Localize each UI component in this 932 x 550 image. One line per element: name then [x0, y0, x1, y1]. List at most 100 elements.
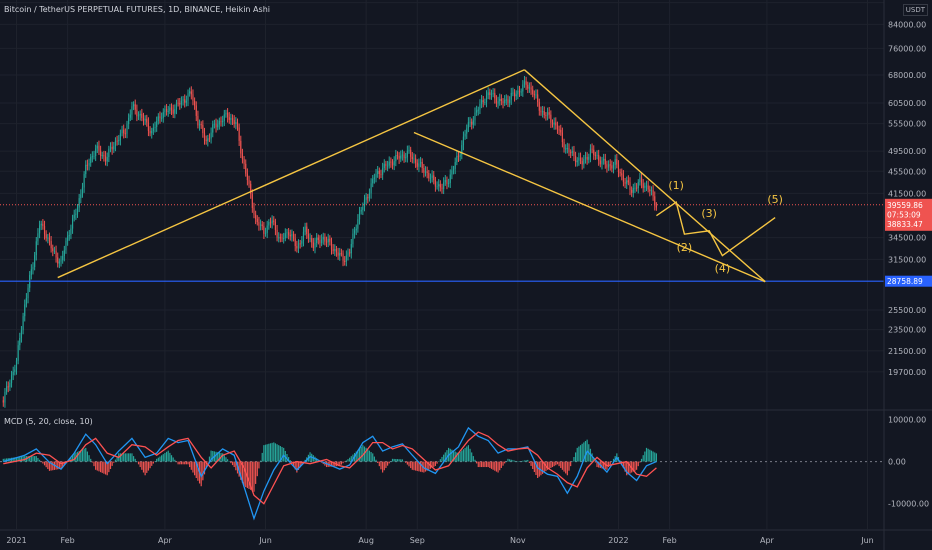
- indicator-legend[interactable]: MCD (5, 20, close, 10): [4, 417, 93, 426]
- candle-body: [358, 211, 361, 220]
- price-tick-label: 25500.00: [888, 306, 926, 315]
- macd-histogram-bar: [490, 461, 493, 469]
- macd-histogram-bar: [349, 457, 351, 462]
- macd-histogram-bar: [128, 453, 130, 462]
- candle-body: [283, 237, 285, 239]
- candle-body: [241, 153, 244, 160]
- macd-histogram-bar: [146, 461, 148, 473]
- candle-body: [479, 103, 481, 110]
- candle-body: [159, 116, 161, 119]
- macd-histogram-bar: [593, 457, 595, 462]
- candle-body: [316, 237, 318, 243]
- symbol-legend[interactable]: Bitcoin / TetherUS PERPETUAL FUTURES, 1D…: [4, 5, 270, 14]
- candle-body: [68, 235, 70, 237]
- candle-body: [505, 99, 507, 101]
- candle-body: [306, 226, 308, 235]
- macd-tick-label: 10000.00: [888, 415, 926, 424]
- macd-histogram-bar: [391, 458, 394, 462]
- candle-body: [352, 233, 354, 245]
- candle-body: [449, 174, 451, 183]
- macd-histogram-bar: [139, 461, 141, 468]
- macd-histogram-bar: [2, 458, 4, 462]
- macd-histogram-bar: [179, 461, 181, 465]
- candle-body: [411, 156, 413, 160]
- candle-body: [609, 164, 611, 166]
- candle-body: [250, 183, 252, 195]
- channel-line: [413, 131, 766, 283]
- macd-panel: [0, 426, 884, 521]
- candle-body: [71, 218, 74, 229]
- macd-histogram-bar: [482, 461, 484, 468]
- candle-body: [157, 116, 159, 121]
- candle-body: [640, 177, 643, 184]
- macd-histogram-bar: [292, 461, 295, 467]
- macd-histogram-bar: [274, 443, 277, 462]
- candle-body: [22, 316, 24, 331]
- candle-body: [418, 163, 420, 167]
- candle-body: [281, 237, 283, 239]
- macd-histogram-bar: [208, 456, 211, 462]
- candle-body: [25, 298, 27, 305]
- candle-body: [228, 117, 230, 120]
- candle-body: [545, 114, 547, 116]
- wave-drawings[interactable]: (1) (2) (3) (4) (5): [0, 69, 884, 283]
- macd-histogram-bar: [185, 461, 187, 465]
- candle-body: [90, 157, 92, 163]
- macd-histogram-bar: [479, 461, 481, 468]
- candle-body: [304, 226, 306, 232]
- macd-histogram-bar: [382, 461, 384, 473]
- macd-histogram-bar: [62, 461, 64, 467]
- candle-body: [528, 87, 530, 89]
- macd-histogram-bar: [537, 461, 539, 479]
- candle-body: [492, 93, 494, 95]
- candle-body: [73, 214, 75, 219]
- candle-body: [367, 197, 369, 199]
- currency-label[interactable]: USDT: [902, 4, 928, 16]
- macd-histogram-bar: [574, 452, 577, 462]
- candle-body: [603, 158, 605, 161]
- candle-body: [251, 194, 253, 208]
- macd-histogram-bar: [301, 461, 303, 465]
- macd-histogram-bar: [612, 458, 615, 462]
- macd-histogram-bar: [418, 461, 420, 472]
- candle-body: [579, 157, 582, 162]
- candle-body: [276, 229, 278, 238]
- macd-histogram-bar: [377, 461, 379, 463]
- candle-body: [558, 129, 560, 131]
- candle-body: [137, 115, 140, 117]
- macd-histogram-bar: [286, 454, 288, 462]
- macd-histogram-bar: [93, 461, 95, 467]
- candle-body: [203, 133, 206, 140]
- macd-histogram-bar: [210, 450, 212, 462]
- candle-body: [624, 181, 626, 184]
- macd-histogram-bar: [419, 461, 422, 472]
- macd-histogram-bar: [58, 461, 60, 470]
- macd-histogram-bar: [370, 451, 372, 462]
- candle-body: [149, 130, 151, 134]
- candle-body: [253, 207, 255, 215]
- candle-body: [161, 117, 163, 119]
- candle-body: [14, 369, 16, 372]
- macd-histogram-bar: [467, 445, 469, 462]
- macd-histogram-bar: [568, 461, 570, 471]
- macd-histogram-bar: [598, 461, 600, 468]
- macd-histogram-bar: [441, 456, 443, 462]
- candle-body: [365, 197, 367, 200]
- macd-histogram-bar: [611, 461, 613, 463]
- candle-body: [334, 249, 336, 251]
- macd-histogram-bar: [446, 450, 448, 462]
- macd-histogram-bar: [81, 449, 84, 462]
- macd-histogram-bar: [126, 453, 128, 462]
- macd-histogram-bar: [375, 459, 377, 462]
- candle-body: [124, 133, 126, 135]
- candle-body: [177, 102, 179, 104]
- candle-body: [560, 129, 562, 133]
- macd-histogram-bar: [434, 461, 437, 466]
- price-tick-label: 34500.00: [888, 234, 926, 243]
- candle-body: [63, 250, 65, 257]
- candle-body: [147, 122, 150, 131]
- candle-body: [607, 164, 610, 168]
- macd-histogram-bar: [235, 461, 237, 471]
- macd-histogram-bar: [395, 459, 397, 462]
